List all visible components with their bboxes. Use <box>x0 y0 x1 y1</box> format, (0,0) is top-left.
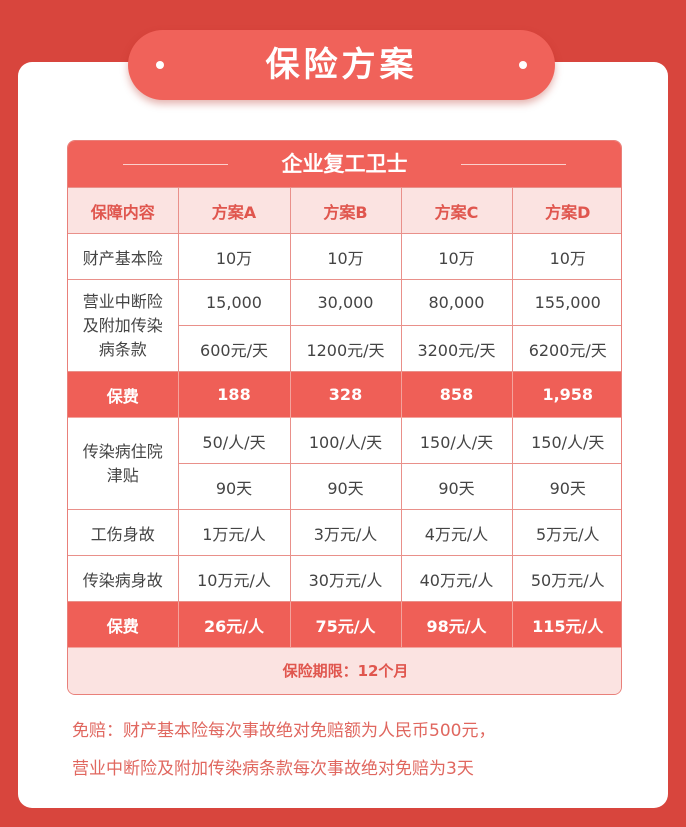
cell: 10万 <box>177 233 291 280</box>
dot-icon <box>156 61 164 69</box>
divider <box>461 164 566 165</box>
insurance-term: 保险期限：12个月 <box>68 647 621 694</box>
term-row: 保险期限：12个月 <box>68 647 621 694</box>
page-title-banner: 保险方案 <box>128 30 555 100</box>
row-label: 财产基本险 <box>68 233 179 280</box>
cell: 10万 <box>289 233 402 280</box>
cell: 1200元/天 <box>289 325 402 372</box>
cell: 6200元/天 <box>511 325 621 372</box>
column-header: 方案D <box>511 187 621 234</box>
cell: 50万元/人 <box>511 555 621 602</box>
cell: 30万元/人 <box>289 555 402 602</box>
table-title: 企业复工卫士 <box>281 152 408 176</box>
cell: 40万元/人 <box>400 555 513 602</box>
cell: 98元/人 <box>400 601 513 648</box>
cell: 150/人/天 <box>400 417 513 464</box>
cell: 10万元/人 <box>177 555 291 602</box>
column-header: 方案B <box>289 187 402 234</box>
cell: 115元/人 <box>511 601 621 648</box>
cell: 328 <box>289 371 402 418</box>
dot-icon <box>519 61 527 69</box>
row-label: 传染病身故 <box>68 555 179 602</box>
cell: 5万元/人 <box>511 509 621 556</box>
cell: 10万 <box>511 233 621 280</box>
row-label: 工伤身故 <box>68 509 179 556</box>
plan-table: 企业复工卫士 保障内容 方案A 方案B 方案C 方案D 财产基本险 10万 10… <box>67 140 622 695</box>
cell: 3200元/天 <box>400 325 513 372</box>
cell: 10万 <box>400 233 513 280</box>
cell: 30,000 <box>289 279 402 326</box>
cell: 50/人/天 <box>177 417 291 464</box>
cell: 15,000 <box>177 279 291 326</box>
cell: 155,000 <box>511 279 621 326</box>
cell: 4万元/人 <box>400 509 513 556</box>
column-header: 方案C <box>400 187 513 234</box>
table-row: 财产基本险 10万 10万 10万 10万 <box>68 233 621 280</box>
cell: 858 <box>400 371 513 418</box>
cell: 188 <box>177 371 291 418</box>
deductible-note: 免赔：财产基本险每次事故绝对免赔额为人民币500元， <box>72 721 496 741</box>
cell: 90天 <box>289 463 402 510</box>
cell: 75元/人 <box>289 601 402 648</box>
cell: 26元/人 <box>177 601 291 648</box>
row-label: 保费 <box>68 601 179 648</box>
table-row: 传染病身故 10万元/人 30万元/人 40万元/人 50万元/人 <box>68 555 621 602</box>
cell: 3万元/人 <box>289 509 402 556</box>
cell: 150/人/天 <box>511 417 621 464</box>
cell: 80,000 <box>400 279 513 326</box>
table-row: 传染病住院津贴 50/人/天 100/人/天 150/人/天 150/人/天 <box>68 417 621 510</box>
table-row: 600元/天 1200元/天 3200元/天 6200元/天 <box>68 325 621 372</box>
deductible-note: 营业中断险及附加传染病条款每次事故绝对免赔为3天 <box>72 759 474 779</box>
table-title-bar: 企业复工卫士 <box>68 141 621 187</box>
column-header: 保障内容 <box>68 187 179 234</box>
divider <box>123 164 228 165</box>
cell: 90天 <box>178 463 291 510</box>
fee-row: 保费 26元/人 75元/人 98元/人 115元/人 <box>68 601 621 648</box>
table-row: 90天 90天 90天 90天 <box>68 463 621 510</box>
cell: 1,958 <box>511 371 621 418</box>
table-row: 工伤身故 1万元/人 3万元/人 4万元/人 5万元/人 <box>68 509 621 556</box>
row-label: 保费 <box>68 371 179 418</box>
cell: 90天 <box>400 463 513 510</box>
fee-row: 保费 188 328 858 1,958 <box>68 371 621 418</box>
cell: 90天 <box>511 463 621 510</box>
cell: 1万元/人 <box>177 509 291 556</box>
cell: 600元/天 <box>178 325 291 372</box>
cell: 100/人/天 <box>289 417 402 464</box>
row-label: 传染病住院津贴 <box>68 417 179 510</box>
column-header: 方案A <box>177 187 291 234</box>
row-label: 营业中断险及附加传染病条款 <box>68 279 179 372</box>
header-row: 保障内容 方案A 方案B 方案C 方案D <box>68 187 621 234</box>
table-row: 营业中断险及附加传染病条款 15,000 30,000 80,000 155,0… <box>68 279 621 372</box>
page-title: 保险方案 <box>265 45 418 85</box>
